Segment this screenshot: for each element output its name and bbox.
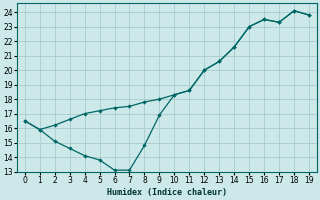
X-axis label: Humidex (Indice chaleur): Humidex (Indice chaleur) (107, 188, 227, 197)
